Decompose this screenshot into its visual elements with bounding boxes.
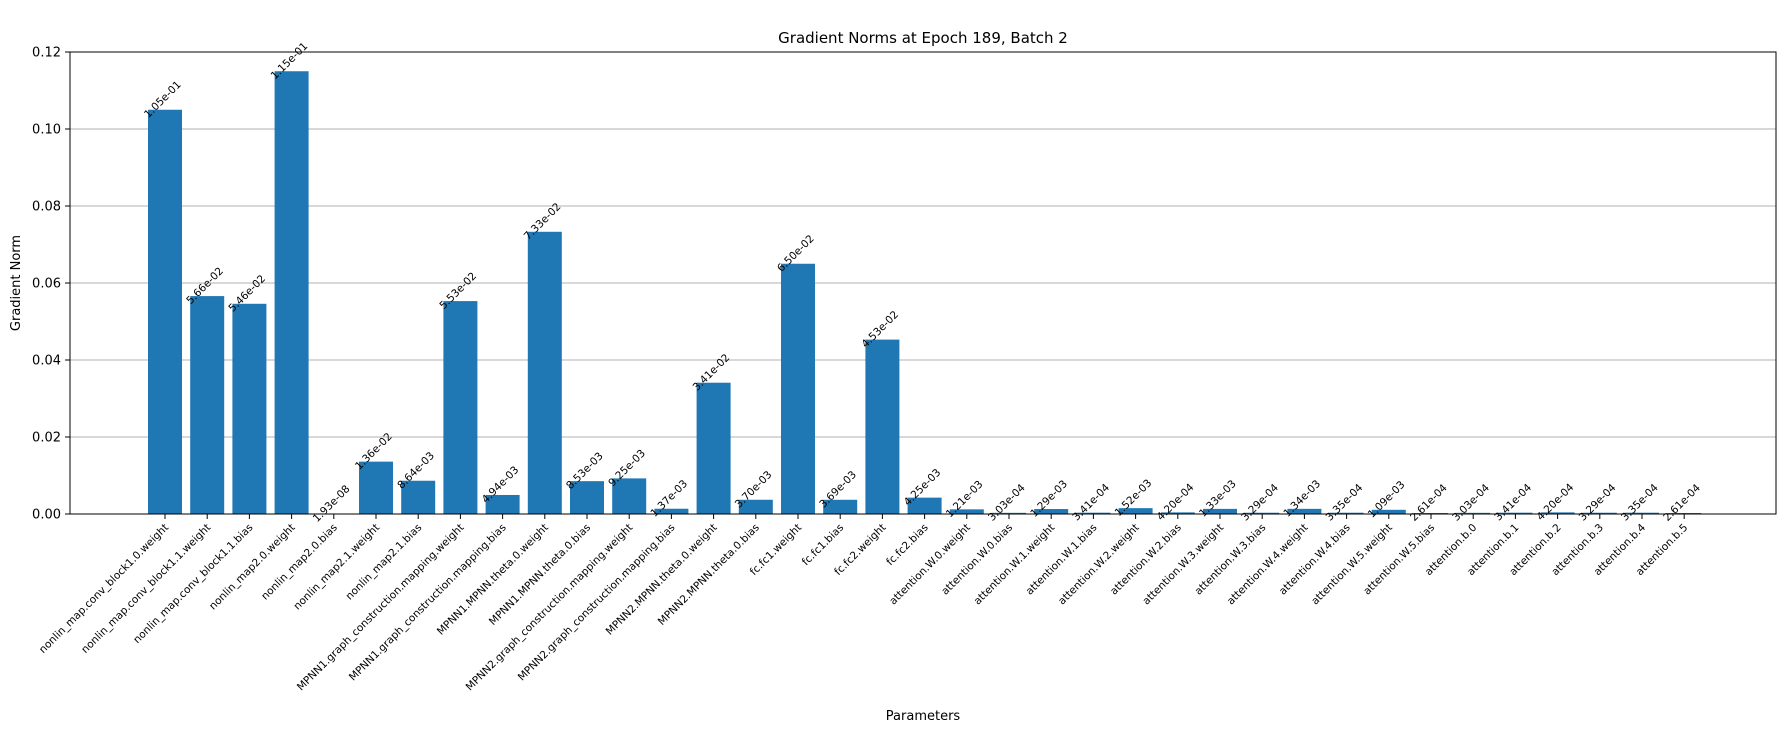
bar (527, 231, 562, 515)
bar (1287, 508, 1322, 514)
data-label: 1.93e-08 (311, 483, 353, 525)
data-label: 3.29e-04 (1577, 482, 1619, 524)
bar (1667, 512, 1702, 514)
bar (485, 494, 520, 514)
bar (696, 382, 731, 514)
bar (1329, 512, 1364, 514)
data-label: 2.61e-04 (1661, 482, 1703, 524)
x-tick-label: attention.W.1.bias (1024, 522, 1100, 598)
x-tick-label: MPNN1.graph_construction.mapping.bias (347, 522, 509, 684)
bar (1625, 512, 1659, 514)
bar (1203, 508, 1237, 514)
bar (190, 296, 225, 514)
bar (1582, 512, 1617, 514)
bar (1160, 512, 1195, 514)
bar (232, 303, 267, 514)
x-tick-label: attention.W.5.bias (1361, 522, 1437, 598)
bar (1414, 512, 1448, 514)
x-tick-label: nonlin_map2.0.weight (207, 522, 298, 613)
y-tick-label: 0.12 (32, 46, 61, 61)
y-tick-label: 0.06 (32, 277, 61, 292)
x-tick-label: attention.W.1.weight (972, 522, 1058, 608)
x-tick-label: attention.W.3.weight (1140, 522, 1226, 608)
y-axis: 0.00 0.02 0.04 0.06 0.08 0.10 0.12 (32, 46, 70, 523)
bar (1076, 512, 1111, 514)
bar (738, 499, 773, 514)
bar (1371, 509, 1406, 514)
bar (148, 109, 182, 514)
chart-title: Gradient Norms at Epoch 189, Batch 2 (778, 29, 1068, 47)
y-tick-label: 0.10 (32, 123, 61, 138)
x-tick-label: attention.W.0.bias (939, 522, 1015, 598)
bar (401, 480, 436, 514)
bar (443, 301, 478, 514)
x-tick-label: attention.W.0.weight (887, 522, 973, 608)
bar (612, 478, 647, 514)
bar (1498, 512, 1533, 514)
x-tick-label: nonlin_map2.0.bias (259, 522, 340, 603)
y-tick-label: 0.04 (32, 354, 61, 369)
data-labels: 1.05e-015.66e-02 5.46e-021.15e-011.93e-08… (142, 40, 1703, 524)
y-tick-label: 0.02 (32, 431, 61, 446)
x-tick-label: attention.W.5.weight (1309, 522, 1395, 608)
x-axis: nonlin_map.conv_block1.0.weightnonlin_ma… (37, 514, 1690, 693)
bar (1540, 512, 1575, 514)
bar (949, 509, 984, 514)
bar (359, 461, 393, 514)
y-gridlines (70, 51, 1776, 438)
data-label: 3.35e-04 (1324, 482, 1366, 524)
x-tick-label: MPNN2.graph_construction.mapping.bias (516, 522, 678, 684)
data-label: 4.20e-04 (1155, 481, 1197, 523)
x-tick-label: nonlin_map2.1.bias (343, 522, 424, 603)
bar (781, 263, 815, 514)
data-label: 4.20e-04 (1535, 481, 1577, 523)
data-label: 3.03e-04 (986, 482, 1028, 524)
y-axis-label: Gradient Norm (9, 235, 24, 331)
x-tick-label: attention.W.3.bias (1192, 522, 1268, 598)
bar (570, 481, 604, 514)
data-label: 3.41e-04 (1492, 481, 1534, 523)
bar (1245, 512, 1280, 514)
bar (823, 499, 858, 514)
x-axis-label: Parameters (886, 709, 961, 724)
x-tick-label: attention.W.2.weight (1056, 522, 1142, 608)
bar (1118, 508, 1153, 514)
bar (1034, 509, 1069, 514)
bar (1456, 512, 1491, 514)
bar (274, 71, 309, 514)
data-label: 2.61e-04 (1408, 482, 1450, 524)
x-tick-label: nonlin_map2.1.weight (291, 522, 382, 613)
data-label: 3.41e-04 (1070, 481, 1112, 523)
bar (865, 339, 900, 514)
x-tick-label: attention.W.2.bias (1108, 522, 1184, 598)
data-label: 3.03e-04 (1450, 482, 1492, 524)
data-label: 3.29e-04 (1239, 482, 1281, 524)
data-label: 3.35e-04 (1619, 482, 1661, 524)
x-tick-label: attention.W.4.weight (1225, 522, 1311, 608)
bars (148, 71, 1702, 515)
y-tick-label: 0.00 (32, 508, 61, 523)
bar (907, 497, 942, 514)
bar (654, 508, 689, 514)
y-tick-label: 0.08 (32, 200, 61, 215)
x-tick-label: attention.W.4.bias (1277, 522, 1353, 598)
bar (992, 512, 1026, 514)
